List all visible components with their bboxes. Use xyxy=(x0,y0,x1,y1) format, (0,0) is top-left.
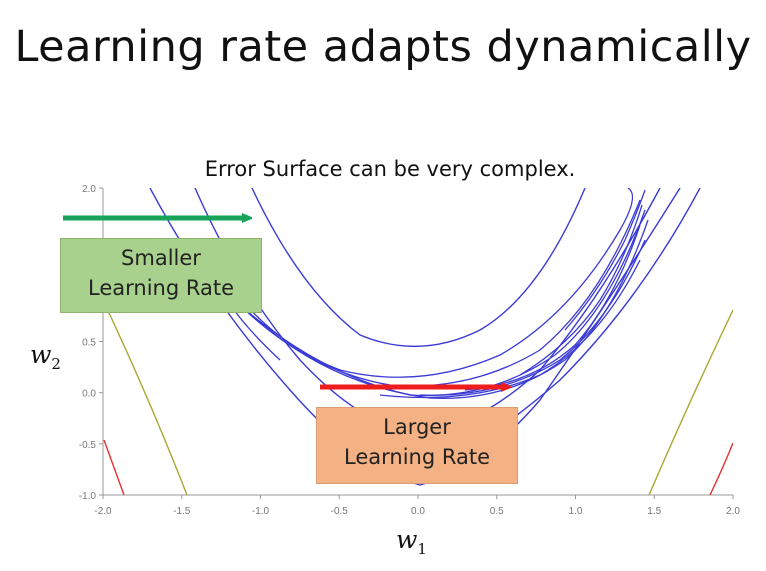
y-tick-label: 2.0 xyxy=(82,184,96,195)
smaller-learning-rate-box: Smaller Learning Rate xyxy=(60,238,262,313)
x-tick-label: 0.0 xyxy=(411,506,425,517)
y-tick-label: 0.0 xyxy=(82,389,96,400)
y-axis-label: w2 xyxy=(30,340,61,373)
x-tick-label: 2.0 xyxy=(726,506,740,517)
x-tick-label: -1.0 xyxy=(252,506,270,517)
x-tick-label: 1.5 xyxy=(647,506,661,517)
contour-line xyxy=(709,442,733,495)
x-tick-label: -2.0 xyxy=(94,506,112,517)
smaller-line-1: Smaller xyxy=(121,246,201,270)
contour-line xyxy=(204,188,634,378)
page-title: Learning rate adapts dynamically xyxy=(14,22,752,72)
y-tick-label: -1.0 xyxy=(79,491,97,502)
larger-learning-rate-box: Larger Learning Rate xyxy=(316,407,518,484)
y-tick-label: -0.5 xyxy=(79,440,97,451)
contour-line xyxy=(419,239,646,396)
contour-line xyxy=(103,439,125,495)
axis-ticks: -2.0 -1.5 -1.0 -0.5 0.0 0.5 1.0 1.5 2.0 -1.0 -0.5 0… xyxy=(79,184,741,517)
x-tick-label: -1.5 xyxy=(173,506,191,517)
contour-lines xyxy=(103,188,733,495)
contour-line xyxy=(224,199,641,387)
contour-line xyxy=(648,309,733,495)
x-tick-label: 0.5 xyxy=(490,506,504,517)
contour-line xyxy=(519,204,643,376)
x-tick-label: 1.0 xyxy=(569,506,583,517)
contour-line xyxy=(103,299,188,495)
smaller-line-2: Learning Rate xyxy=(88,276,234,300)
contour-line xyxy=(379,259,641,399)
y-tick-label: 0.5 xyxy=(82,338,96,349)
contour-line xyxy=(564,189,646,331)
chart-subtitle: Error Surface can be very complex. xyxy=(204,157,576,181)
larger-line-1: Larger xyxy=(383,415,451,439)
x-tick-label: -0.5 xyxy=(331,506,349,517)
larger-line-2: Learning Rate xyxy=(344,445,490,469)
contour-line xyxy=(251,188,586,347)
x-axis-label: w1 xyxy=(396,525,427,558)
